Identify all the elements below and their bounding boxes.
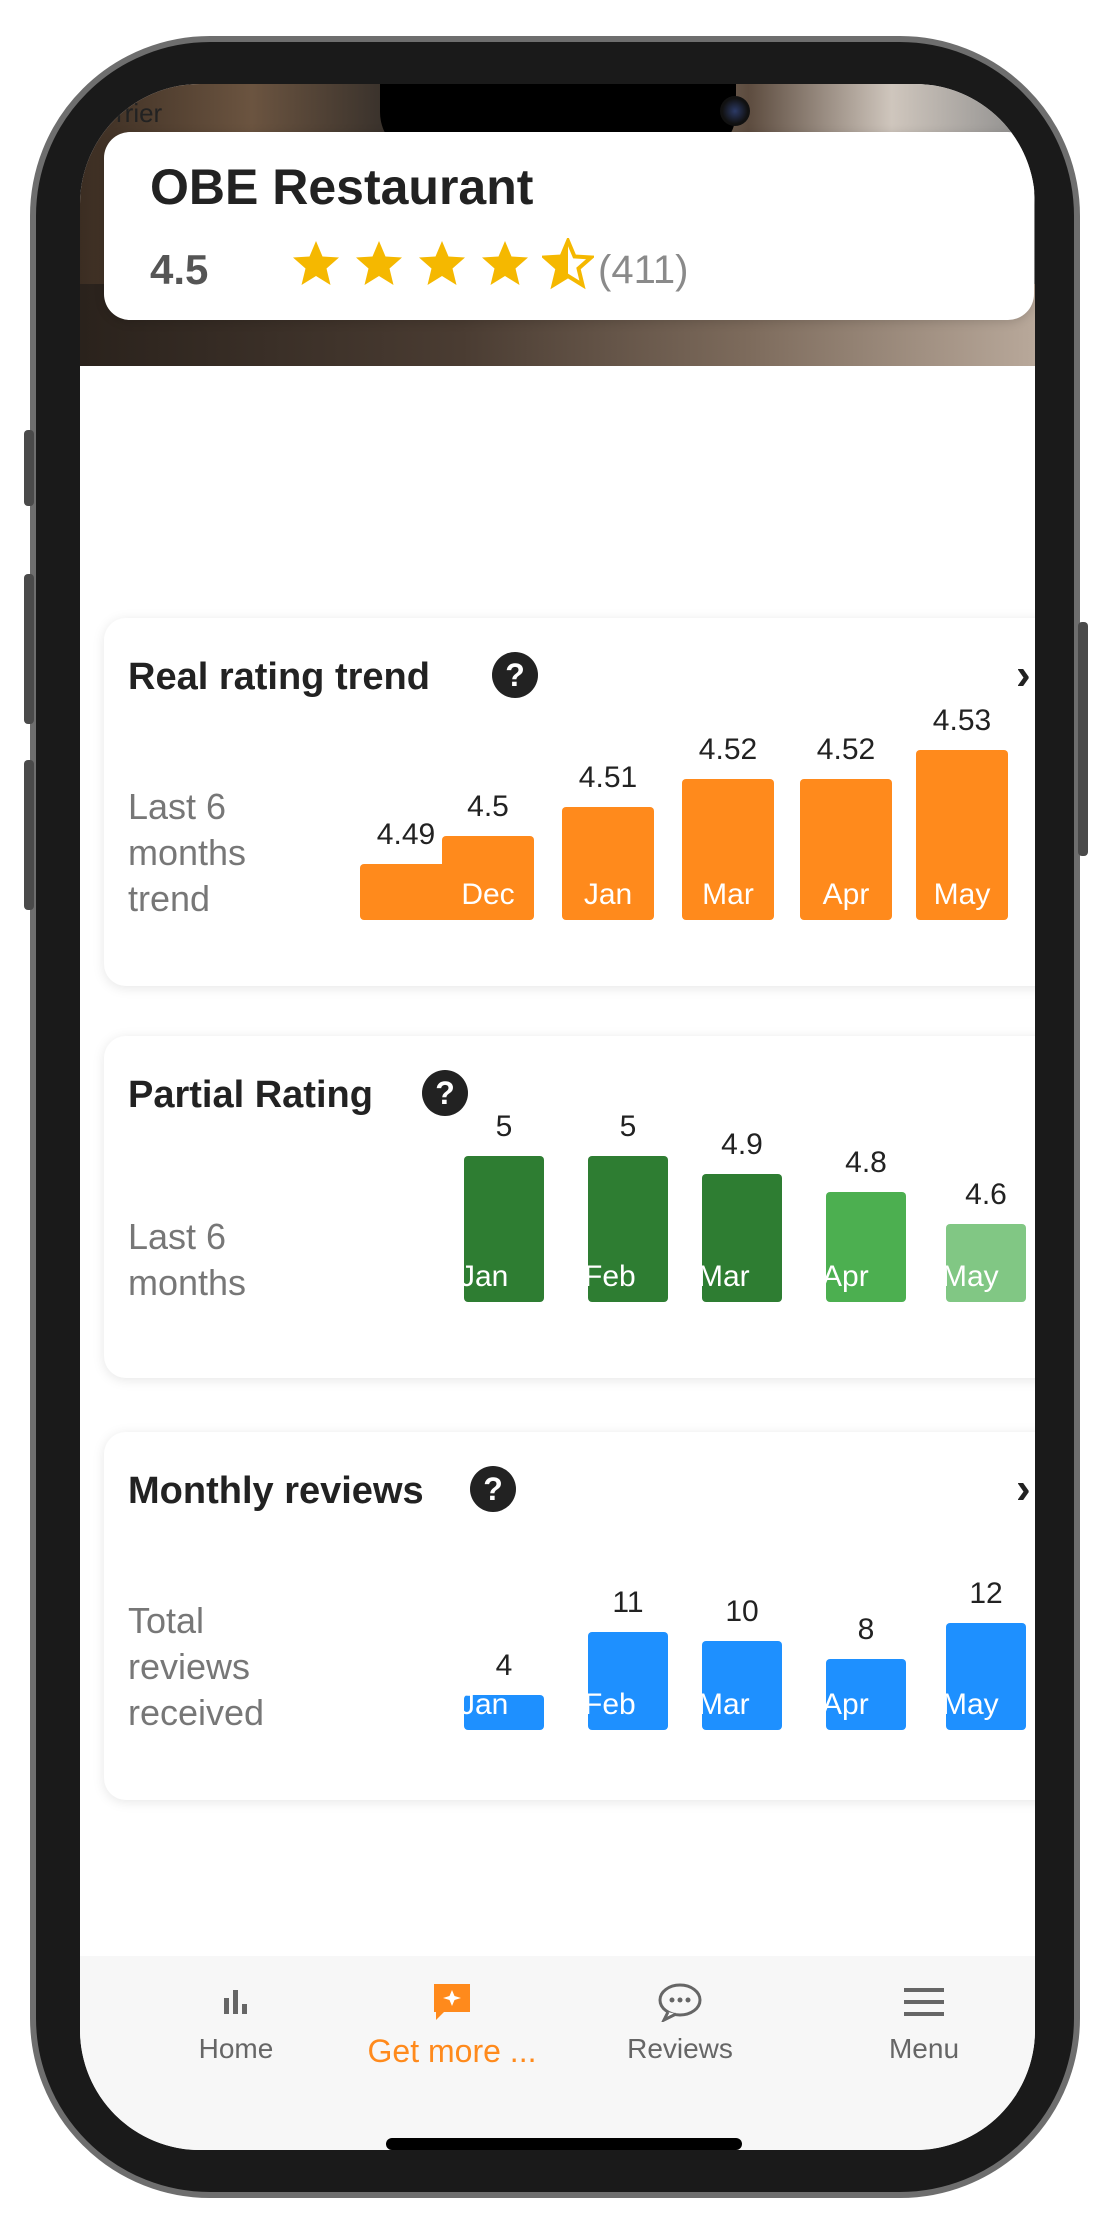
tab-label: Menu [888,2033,960,2064]
tab-label: Get more ... [367,2033,537,2069]
chart-bar: May [946,1224,1026,1302]
bar-category-label: Apr [826,1688,869,1721]
chart-bar: Mar [702,1641,782,1730]
question-icon[interactable]: ? [422,1070,468,1116]
tab-menu[interactable]: Menu [824,1982,1024,2065]
sparkle-chat-icon [434,1984,470,2020]
bar-category-label: Apr [822,878,870,911]
bar-category-label: May [946,1688,999,1721]
bar-value-label: 12 [969,1577,1003,1610]
tab-get-more[interactable]: Get more ... [352,1982,552,2070]
mute-switch [24,430,34,506]
bar-value-label: 4.5 [467,789,509,823]
bar-value-label: 5 [619,1110,637,1143]
star-icon [293,241,339,285]
volume-down-button [24,760,34,910]
question-icon[interactable]: ? [470,1466,516,1512]
card-title: Partial Rating [128,1074,373,1116]
bar-category-label: Dec [461,878,515,911]
bar-category-label: May [933,878,991,911]
restaurant-header-card: OBE Restaurant 4.5 (411) [104,132,1034,320]
chart-bar: Feb [588,1632,668,1730]
tab-bar: Home Get more ... Reviews Menu [80,1956,1035,2150]
hamburger-icon [904,1988,944,2016]
bar-value-label: 4.52 [698,732,758,766]
volume-up-button [24,574,34,724]
chart-bar: Feb [588,1156,668,1302]
star-half-icon [542,238,594,290]
chart-bar: Dec [442,835,534,920]
bar-category-label: Apr [826,1260,869,1293]
home-indicator [386,2138,742,2150]
bar-value-label: 8 [857,1613,875,1646]
chevron-right-icon[interactable]: › [1016,650,1031,699]
restaurant-name: OBE Restaurant [150,159,534,215]
chart-bar: Mar [702,1174,782,1302]
chart-bar: Mar [682,778,774,920]
app-screen: rrier OBE Restaurant 4.5 (411) Real rati… [80,84,1035,2150]
tab-reviews[interactable]: Reviews [580,1982,780,2065]
chart-bar: May [916,750,1008,920]
bar-category-label: Jan [583,878,633,911]
bar-value-label: 4.9 [721,1128,763,1161]
bar-chart-icon [224,1990,247,2014]
question-icon[interactable]: ? [492,652,538,698]
chart-bar [360,864,452,920]
tab-label: Home [198,2033,274,2064]
bar-value-label: 4.51 [578,761,638,794]
bar-value-label: 11 [612,1586,644,1619]
camera-icon [720,96,750,126]
bar-category-label: Jan [464,1695,509,1721]
star-icon [356,241,402,285]
chart-bar: Jan [464,1156,544,1302]
bar-value-label: 4.52 [816,732,876,766]
chart-bar: Jan [464,1695,544,1730]
star-icon [419,241,465,285]
power-button [1078,622,1088,856]
carrier-label: rrier [116,98,163,128]
card-title: Monthly reviews [128,1470,424,1512]
card-title: Real rating trend [128,656,430,698]
bar-category-label: Feb [588,1688,636,1721]
bar-category-label: May [946,1260,999,1293]
bar-category-label: Feb [588,1260,636,1293]
bar-value-label: 4.8 [845,1146,887,1179]
card-subtitle: Total reviews received [128,1600,265,1733]
card-subtitle: Last 6 months [128,1216,247,1303]
rating-score: 4.5 [150,246,209,293]
monthly-reviews-card[interactable]: Monthly reviews ? › Total reviews receiv… [104,1432,1035,1800]
bar-value-label: 4.49 [376,818,436,851]
tab-home[interactable]: Home [136,1982,336,2065]
review-count: (411) [598,248,689,292]
bar-value-label: 10 [725,1595,759,1628]
bar-category-label: Mar [702,878,754,911]
tab-label: Reviews [627,2033,733,2064]
real-rating-trend-card[interactable]: Real rating trend ? › Last 6 months tren… [104,618,1035,986]
bar-value-label: 5 [495,1110,513,1143]
chart-bar: Apr [800,778,892,920]
chart-bar: Apr [826,1659,906,1730]
chart-bar: Jan [562,807,654,920]
card-subtitle: Last 6 months trend [128,786,247,919]
speech-bubble-icon [658,1983,702,2024]
chart-bar: Apr [826,1192,906,1302]
bar-value-label: 4 [495,1649,513,1682]
star-icon [482,241,528,285]
bar-category-label: Jan [464,1260,509,1293]
bar-category-label: Mar [702,1688,750,1721]
bar-value-label: 4.53 [932,704,992,737]
chevron-right-icon[interactable]: › [1016,1464,1031,1513]
bar-value-label: 4.6 [965,1178,1007,1211]
bar-category-label: Mar [702,1260,750,1293]
partial-rating-card[interactable]: Partial Rating ? Last 6 months Jan 5 Feb 5 M… [104,1036,1035,1378]
chart-bar: May [946,1623,1026,1730]
